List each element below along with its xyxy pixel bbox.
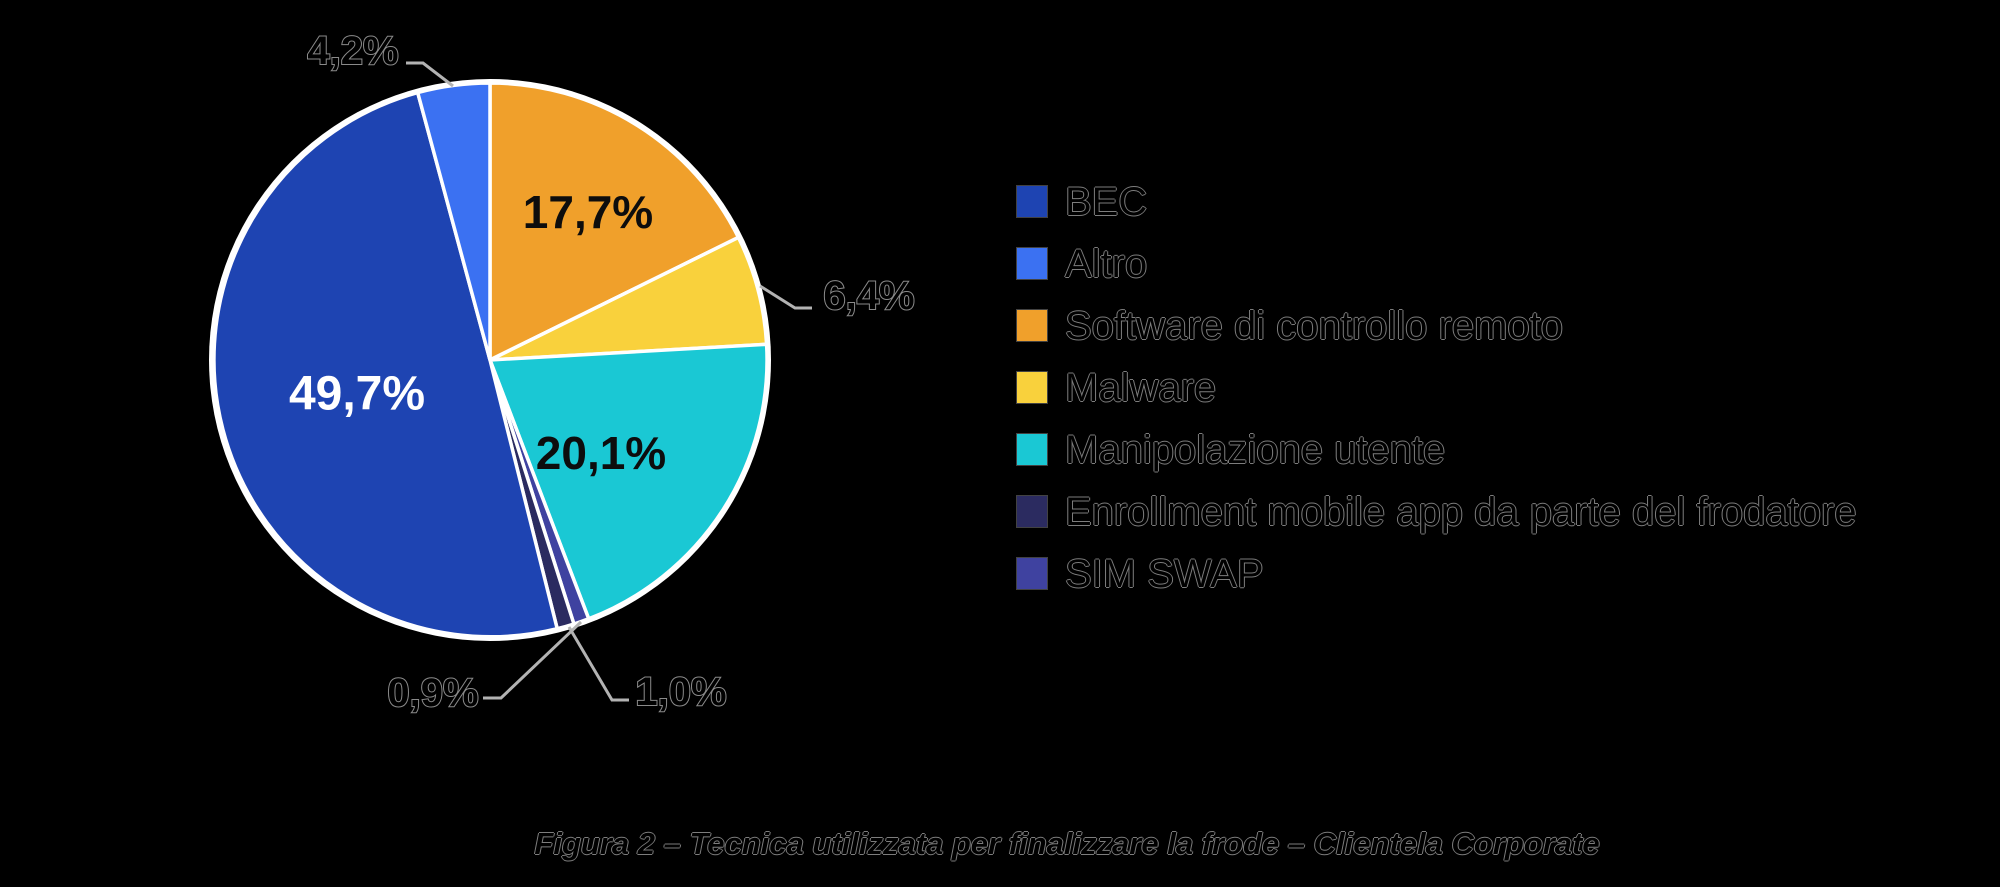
legend: BEC Altro Software di controllo remoto M… bbox=[1017, 182, 1857, 594]
leader-line-altro bbox=[406, 61, 454, 88]
legend-item-software-di-controllo-remoto: Software di controllo remoto bbox=[1017, 306, 1857, 346]
pie-chart: 49,7% 4,2% 17,7% 6,4% 20,1% 1,0% 0,9% bbox=[209, 28, 916, 716]
pct-label-enrollment-mobile-app-da-parte-del-frodatore: 1,0% bbox=[635, 670, 726, 714]
pie-slice-software-di-controllo-remoto bbox=[488, 81, 741, 363]
legend-label-altro: Altro bbox=[1065, 241, 1148, 286]
legend-swatch-sim-swap bbox=[1017, 558, 1047, 589]
legend-swatch-software-di-controllo-remoto bbox=[1017, 310, 1047, 341]
slice-percentage-labels: 49,7% 4,2% 17,7% 6,4% 20,1% 1,0% 0,9% bbox=[289, 28, 916, 716]
legend-label-software-di-controllo-remoto: Software di controllo remoto bbox=[1065, 303, 1564, 348]
legend-item-sim-swap: SIM SWAP bbox=[1017, 554, 1857, 594]
legend-item-enrollment-mobile-app: Enrollment mobile app da parte del froda… bbox=[1017, 492, 1857, 532]
legend-label-bec: BEC bbox=[1065, 179, 1148, 224]
legend-swatch-enrollment-mobile-app bbox=[1017, 496, 1047, 527]
legend-label-enrollment-mobile-app: Enrollment mobile app da parte del froda… bbox=[1065, 489, 1857, 534]
pct-label-software-di-controllo-remoto: 17,7% bbox=[523, 186, 653, 238]
pct-label-manipolazione-utente: 20,1% bbox=[536, 427, 666, 479]
legend-label-manipolazione-utente: Manipolazione utente bbox=[1065, 427, 1446, 472]
leader-line-malware bbox=[759, 284, 812, 310]
pie-slice-manipolazione-utente bbox=[487, 342, 769, 622]
legend-label-sim-swap: SIM SWAP bbox=[1065, 551, 1264, 596]
legend-swatch-malware bbox=[1017, 372, 1047, 403]
pct-label-malware: 6,4% bbox=[823, 274, 914, 318]
leader-lines bbox=[406, 61, 812, 702]
legend-item-bec: BEC bbox=[1017, 182, 1857, 222]
leader-line-sim-swap bbox=[483, 620, 583, 700]
legend-item-manipolazione-utente: Manipolazione utente bbox=[1017, 430, 1857, 470]
figure-caption: Figura 2 – Tecnica utilizzata per finali… bbox=[534, 826, 1600, 861]
pct-label-sim-swap: 0,9% bbox=[387, 671, 478, 715]
pct-label-bec: 49,7% bbox=[289, 368, 425, 421]
legend-swatch-manipolazione-utente bbox=[1017, 434, 1047, 465]
legend-item-altro: Altro bbox=[1017, 244, 1857, 284]
pct-label-altro: 4,2% bbox=[307, 29, 398, 73]
pie-slices bbox=[212, 81, 769, 639]
legend-swatch-altro bbox=[1017, 248, 1047, 279]
pie-slice-bec bbox=[212, 90, 560, 639]
legend-swatch-bec bbox=[1017, 186, 1047, 217]
legend-item-malware: Malware bbox=[1017, 368, 1857, 408]
legend-label-malware: Malware bbox=[1065, 365, 1217, 410]
pie-slice-malware bbox=[489, 235, 769, 362]
leader-line-enrollment-mobile-app-da-parte-del-frodatore bbox=[567, 626, 629, 702]
pie-slice-altro bbox=[415, 81, 492, 361]
